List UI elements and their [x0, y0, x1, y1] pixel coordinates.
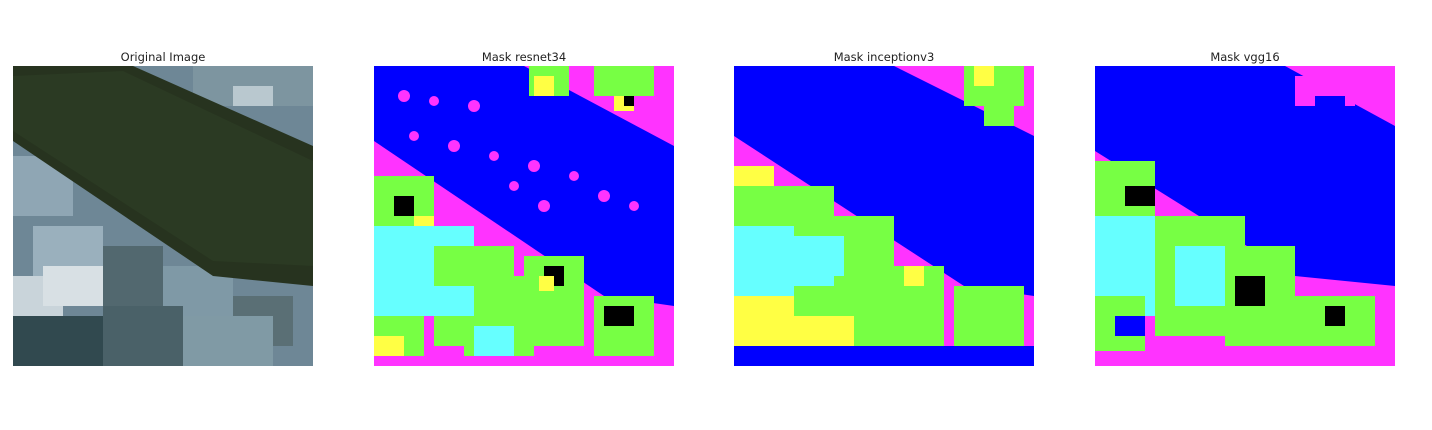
segmentation-mask-inceptionv3 — [734, 66, 1034, 366]
segmentation-mask-vgg16 — [1095, 66, 1395, 366]
panel-title: Mask vgg16 — [1210, 50, 1280, 64]
panel-mask-vgg16: Mask vgg16 — [1095, 0, 1395, 430]
panel-mask-resnet34: Mask resnet34 — [374, 0, 674, 430]
panel-title: Original Image — [120, 50, 206, 64]
panel-mask-inceptionv3: Mask inceptionv3 — [734, 0, 1034, 430]
satellite-image — [13, 66, 313, 366]
panel-title: Mask inceptionv3 — [833, 50, 935, 64]
panel-title: Mask resnet34 — [481, 50, 567, 64]
panel-original-image: Original Image — [13, 0, 313, 430]
segmentation-mask-resnet34 — [374, 66, 674, 366]
